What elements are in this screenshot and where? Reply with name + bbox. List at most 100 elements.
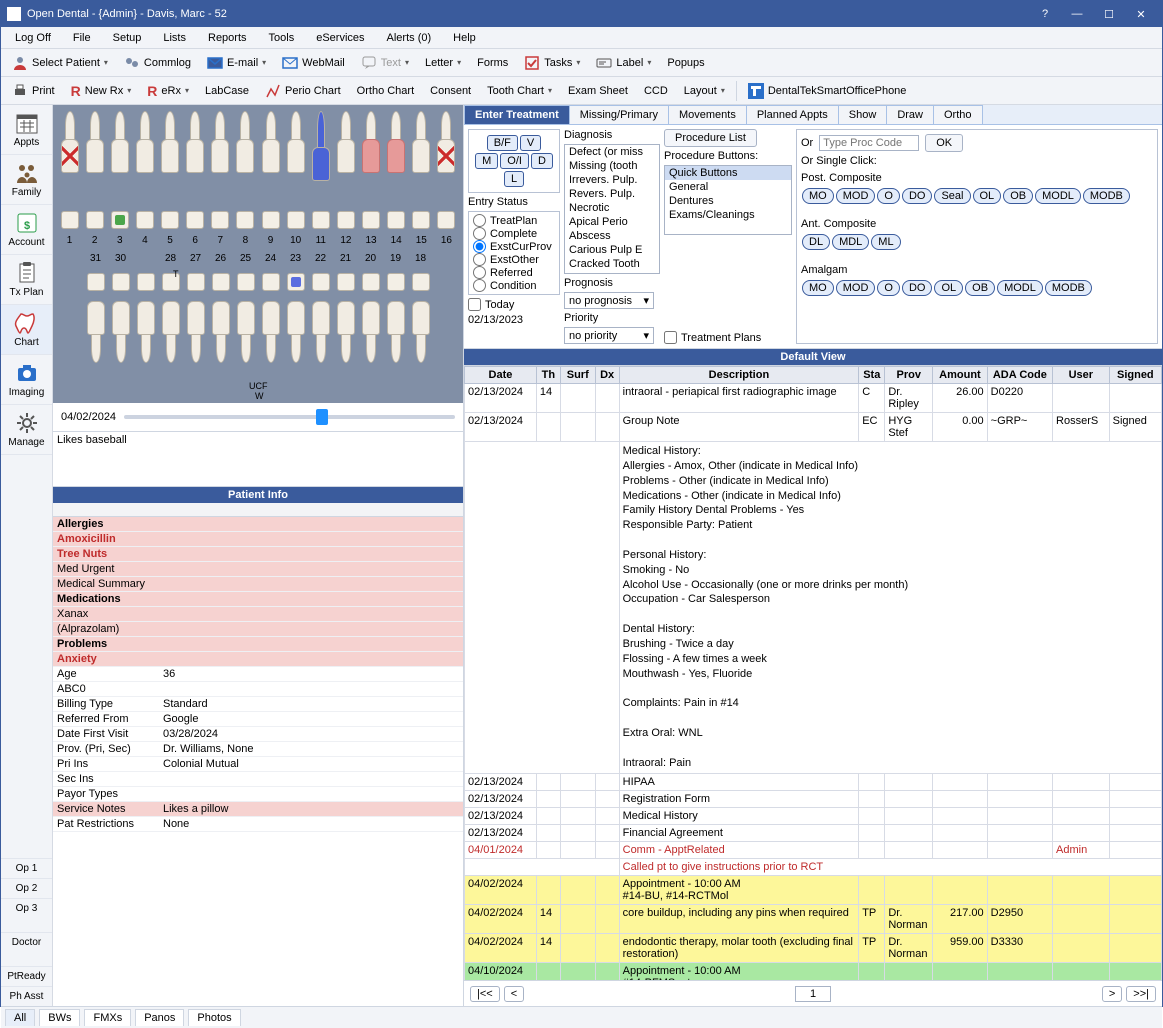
maximize-button[interactable]: ☐ <box>1094 4 1124 24</box>
oi-button[interactable]: O/I <box>500 153 529 169</box>
grid-row[interactable]: 02/13/2024Group NoteECHYG Stef0.00~GRP~R… <box>465 413 1162 442</box>
popups-button[interactable]: Popups <box>660 54 711 72</box>
postcomp-modb[interactable]: MODB <box>1083 188 1130 204</box>
commlog-button[interactable]: Commlog <box>117 52 198 74</box>
menu-lists[interactable]: Lists <box>153 30 196 46</box>
amalgam-ob[interactable]: OB <box>965 280 995 296</box>
surface-lower-12[interactable] <box>387 273 405 291</box>
diagnosis-list[interactable]: Defect (or missMissing (toothIrrevers. P… <box>564 144 660 274</box>
grid-row[interactable]: 02/13/2024Registration Form <box>465 790 1162 807</box>
entrystatus-referred[interactable]: Referred <box>473 266 555 279</box>
tooth-12[interactable] <box>335 111 357 181</box>
col-dx[interactable]: Dx <box>595 367 619 384</box>
tooth-2[interactable] <box>84 111 106 181</box>
tooth-lower-9[interactable] <box>310 301 332 363</box>
tooth-lower-10[interactable] <box>335 301 357 363</box>
tooth-5[interactable] <box>159 111 181 181</box>
antcomp-mdl[interactable]: MDL <box>832 234 869 250</box>
surface-lower-13[interactable] <box>412 273 430 291</box>
entrystatus-complete[interactable]: Complete <box>473 227 555 240</box>
col-th[interactable]: Th <box>536 367 560 384</box>
surface-upper-9[interactable] <box>262 211 280 229</box>
diag-item[interactable]: Apical Perio <box>565 215 659 229</box>
postcomp-mo[interactable]: MO <box>802 188 834 204</box>
surface-upper-12[interactable] <box>337 211 355 229</box>
menu-alerts-0-[interactable]: Alerts (0) <box>377 30 442 46</box>
pinfo-row[interactable]: Medications <box>53 592 463 607</box>
perio-button[interactable]: Perio Chart <box>258 80 348 102</box>
bottomtab-panos[interactable]: Panos <box>135 1009 184 1026</box>
diag-item[interactable]: Carious Pulp E <box>565 243 659 257</box>
tooth-9[interactable] <box>260 111 282 181</box>
col-surf[interactable]: Surf <box>560 367 595 384</box>
grid-row[interactable]: 02/13/2024Medical History <box>465 807 1162 824</box>
surface-upper-8[interactable] <box>236 211 254 229</box>
pager-next[interactable]: > <box>1102 986 1122 1002</box>
surface-upper-1[interactable] <box>61 211 79 229</box>
tooth-3[interactable] <box>109 111 131 181</box>
bottomtab-fmxs[interactable]: FMXs <box>84 1009 131 1026</box>
menu-help[interactable]: Help <box>443 30 486 46</box>
tooth-13[interactable] <box>360 111 382 181</box>
treatment-plans-checkbox[interactable] <box>664 331 677 344</box>
col-signed[interactable]: Signed <box>1109 367 1161 384</box>
grid-row[interactable]: 04/02/202414core buildup, including any … <box>465 904 1162 933</box>
grid-row[interactable]: 04/10/2024Appointment - 10:00 AM#14-PFMS… <box>465 962 1162 980</box>
surface-upper-3[interactable] <box>111 211 129 229</box>
tooth-lower-2[interactable] <box>135 301 157 363</box>
entrystatus-condition[interactable]: Condition <box>473 279 555 292</box>
surface-upper-4[interactable] <box>136 211 154 229</box>
webmail-button[interactable]: WebMail <box>275 52 352 74</box>
pinfo-row[interactable]: Pat RestrictionsNone <box>53 817 463 832</box>
pinfo-row[interactable]: Date First Visit03/28/2024 <box>53 727 463 742</box>
procbtn-quick-buttons[interactable]: Quick Buttons <box>665 166 791 180</box>
rail-manage[interactable]: Manage <box>1 405 52 455</box>
postcomp-o[interactable]: O <box>877 188 900 204</box>
postcomp-modl[interactable]: MODL <box>1035 188 1081 204</box>
surface-lower-6[interactable] <box>237 273 255 291</box>
pinfo-row[interactable]: Pri InsColonial Mutual <box>53 757 463 772</box>
antcomp-ml[interactable]: ML <box>871 234 900 250</box>
forms-button[interactable]: Forms <box>470 54 515 72</box>
tasks-button[interactable]: Tasks▾ <box>517 52 587 74</box>
text-button[interactable]: Text▾ <box>354 52 416 74</box>
postcomp-mod[interactable]: MOD <box>836 188 876 204</box>
rtab-missing-primary[interactable]: Missing/Primary <box>569 105 669 124</box>
rtab-draw[interactable]: Draw <box>886 105 934 124</box>
postcomp-seal[interactable]: Seal <box>934 188 970 204</box>
rtab-planned-appts[interactable]: Planned Appts <box>746 105 839 124</box>
surface-lower-11[interactable] <box>362 273 380 291</box>
postcomp-do[interactable]: DO <box>902 188 933 204</box>
grid-row[interactable]: 04/02/202414endodontic therapy, molar to… <box>465 933 1162 962</box>
m-button[interactable]: M <box>475 153 498 169</box>
tooth-lower-12[interactable] <box>385 301 407 363</box>
amalgam-mod[interactable]: MOD <box>836 280 876 296</box>
print-button[interactable]: Print <box>5 80 62 102</box>
pinfo-row[interactable]: Allergies <box>53 517 463 532</box>
ok-button[interactable]: OK <box>925 134 963 152</box>
rtab-enter-treatment[interactable]: Enter Treatment <box>464 105 570 124</box>
tooth-15[interactable] <box>410 111 432 181</box>
surface-upper-5[interactable] <box>161 211 179 229</box>
rail-chart[interactable]: Chart <box>1 305 52 355</box>
col-prov[interactable]: Prov <box>885 367 933 384</box>
exam-button[interactable]: Exam Sheet <box>561 82 635 100</box>
surface-upper-7[interactable] <box>211 211 229 229</box>
tooth-lower-8[interactable] <box>285 301 307 363</box>
tooth-lower-13[interactable] <box>410 301 432 363</box>
surface-upper-10[interactable] <box>287 211 305 229</box>
pinfo-row[interactable]: Xanax <box>53 607 463 622</box>
pinfo-row[interactable]: Service NotesLikes a pillow <box>53 802 463 817</box>
bf-button[interactable]: B/F <box>487 135 518 151</box>
pager-last[interactable]: >>| <box>1126 986 1156 1002</box>
menu-reports[interactable]: Reports <box>198 30 257 46</box>
grid-row[interactable]: 04/01/2024Comm - ApptRelatedAdmin <box>465 841 1162 858</box>
surface-upper-15[interactable] <box>412 211 430 229</box>
newrx-button[interactable]: R New Rx▾ <box>64 80 139 102</box>
amalgam-ol[interactable]: OL <box>934 280 963 296</box>
tooth-11[interactable] <box>310 111 332 181</box>
priority-select[interactable]: no priority▾ <box>564 327 654 344</box>
rail-appts[interactable]: Appts <box>1 105 52 155</box>
rail-phasst[interactable]: Ph Asst <box>1 986 52 1006</box>
entrystatus-exstcurprov[interactable]: ExstCurProv <box>473 240 555 253</box>
